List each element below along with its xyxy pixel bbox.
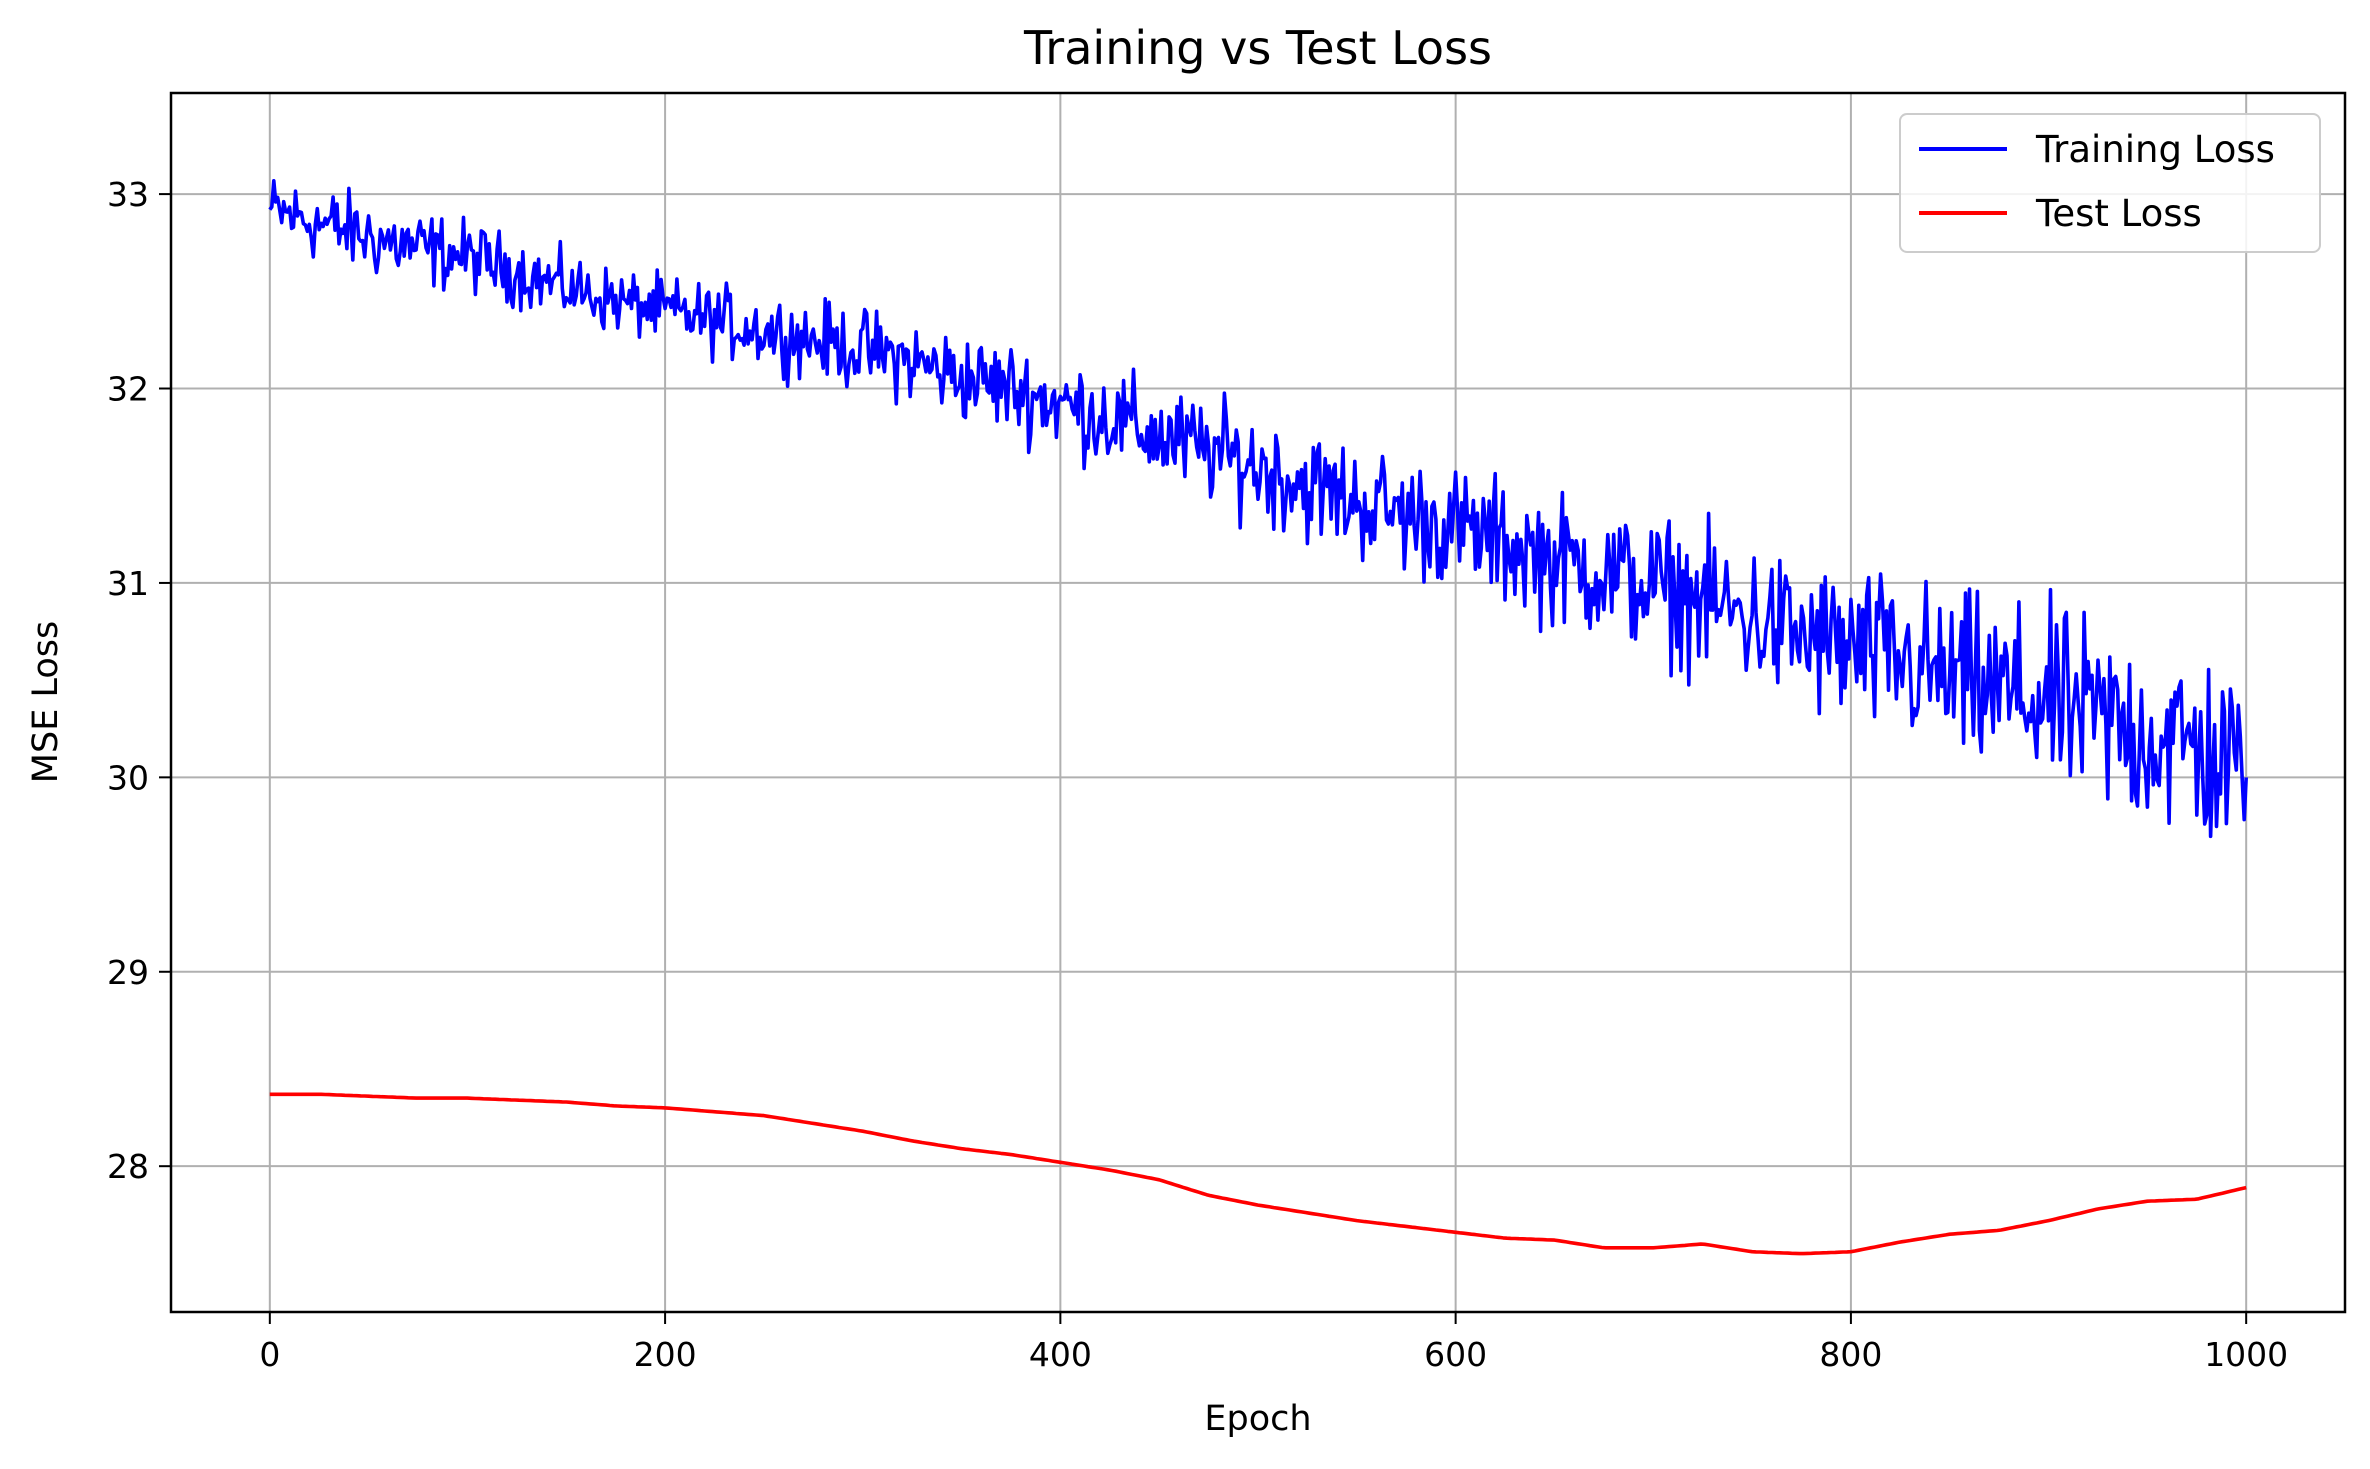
y-tick-label: 32 [107, 370, 149, 409]
series-line-test-loss [269, 1092, 2247, 1256]
x-tick-label: 800 [1819, 1335, 1882, 1374]
y-tick-label: 33 [107, 175, 149, 214]
legend-label-training-loss: Training Loss [2035, 128, 2275, 171]
x-tick-label: 0 [259, 1335, 280, 1374]
legend-label-test-loss: Test Loss [2035, 192, 2202, 235]
x-axis-title: Epoch [1204, 1399, 1311, 1439]
axis-ticks: 0 200 400 600 800 1000 28 29 30 31 32 33 [107, 175, 2288, 1374]
series-line-training-loss [268, 179, 2248, 839]
y-tick-label: 28 [107, 1147, 149, 1186]
legend: Training Loss Test Loss [1899, 113, 2321, 253]
grid [171, 93, 2345, 1312]
y-tick-label: 29 [107, 953, 149, 992]
x-tick-label: 1000 [2204, 1335, 2288, 1374]
chart-title: Training vs Test Loss [1023, 21, 1492, 75]
x-tick-label: 200 [634, 1335, 697, 1374]
y-tick-label: 31 [107, 564, 149, 603]
x-tick-label: 400 [1029, 1335, 1092, 1374]
y-axis-title: MSE Loss [26, 621, 66, 783]
x-tick-label: 600 [1424, 1335, 1487, 1374]
plot-area-frame [169, 91, 2347, 1314]
y-tick-label: 30 [107, 758, 149, 797]
series-layer [268, 179, 2248, 1256]
